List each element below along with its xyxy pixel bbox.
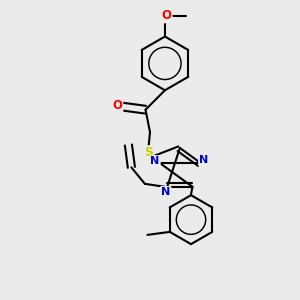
Text: O: O — [112, 99, 122, 112]
Text: O: O — [161, 9, 171, 22]
Text: N: N — [199, 155, 208, 165]
Text: N: N — [150, 156, 160, 166]
Text: S: S — [144, 146, 153, 160]
Text: N: N — [161, 187, 170, 197]
